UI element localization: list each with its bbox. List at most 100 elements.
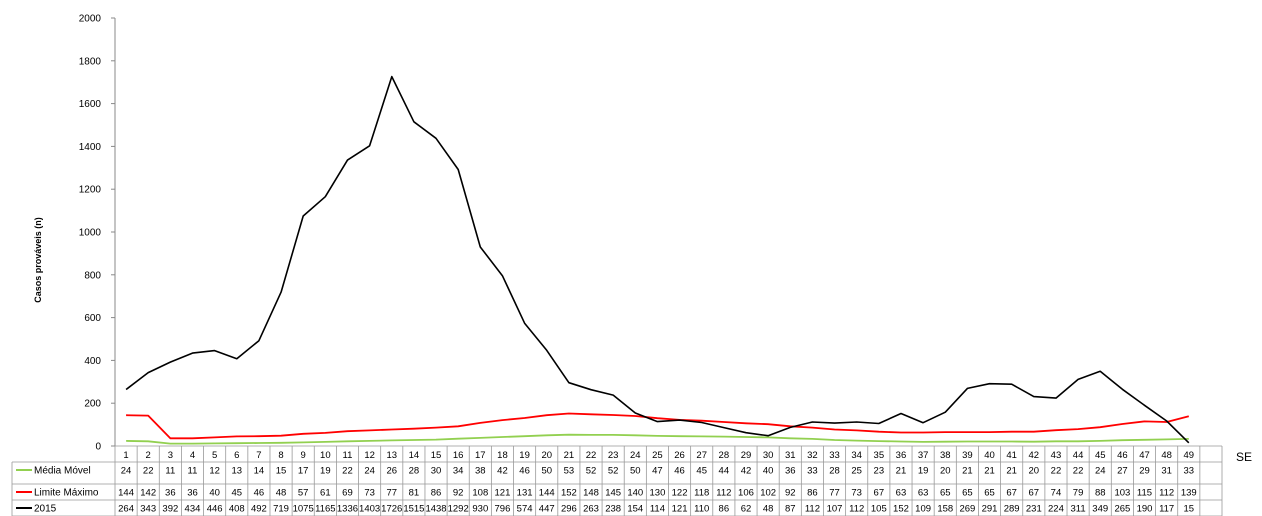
y-axis-label: Casos prováveis (n) (33, 217, 43, 303)
table-cell-1: 65 (962, 488, 973, 499)
table-cell-0: 21 (1006, 466, 1017, 477)
x-tick-label: 31 (785, 450, 796, 461)
table-cell-2: 796 (495, 504, 511, 515)
table-cell-1: 86 (807, 488, 818, 499)
data-table: 1 2 3 4 5 6 7 8 9 10 11 12 13 14 15 16 17 18 19 20 21 22 23 24 2… (11, 445, 1223, 516)
table-cell-0: 53 (564, 466, 575, 477)
table-cell-2: 349 (1092, 504, 1108, 515)
table-cell-2: 158 (937, 504, 953, 515)
x-tick-label: 38 (940, 450, 951, 461)
table-cell-0: 42 (497, 466, 508, 477)
y-tick-label: 200 (84, 399, 101, 410)
table-cell-2: 492 (251, 504, 267, 515)
x-tick-label: 49 (1184, 450, 1195, 461)
x-tick-label: 4 (190, 450, 195, 461)
y-tick-label: 1000 (79, 228, 102, 239)
x-tick-label: 33 (829, 450, 840, 461)
table-cell-1: 122 (672, 488, 688, 499)
table-cell-0: 21 (962, 466, 973, 477)
table-cell-1: 61 (320, 488, 331, 499)
table-cell-1: 36 (187, 488, 198, 499)
table-cell-2: 265 (1114, 504, 1130, 515)
table-cell-0: 22 (342, 466, 353, 477)
table-cell-1: 74 (1051, 488, 1062, 499)
x-tick-label: 21 (564, 450, 575, 461)
x-tick-label: 43 (1051, 450, 1062, 461)
table-cell-2: 15 (1184, 504, 1195, 515)
table-cell-2: 190 (1137, 504, 1153, 515)
x-tick-label: 30 (763, 450, 774, 461)
y-tick-label: 1400 (79, 142, 102, 153)
table-cell-0: 17 (298, 466, 309, 477)
table-cell-0: 20 (1029, 466, 1040, 477)
table-cell-0: 46 (674, 466, 685, 477)
y-tick-label: 1200 (79, 185, 102, 196)
table-cell-2: 1515 (403, 504, 424, 515)
table-cell-2: 238 (605, 504, 621, 515)
table-cell-1: 144 (118, 488, 134, 499)
table-cell-1: 112 (1159, 488, 1174, 499)
table-cell-1: 148 (583, 488, 599, 499)
table-cell-0: 19 (320, 466, 331, 477)
table-cell-0: 12 (209, 466, 220, 477)
legend-label-1: Limite Máximo (34, 488, 99, 499)
x-tick-label: 26 (674, 450, 685, 461)
table-cell-1: 40 (209, 488, 220, 499)
table-cell-2: 291 (982, 504, 998, 515)
table-cell-0: 52 (608, 466, 619, 477)
y-tick-label: 800 (84, 270, 101, 281)
table-cell-1: 103 (1114, 488, 1130, 499)
table-cell-0: 52 (586, 466, 597, 477)
table-cell-0: 24 (1095, 466, 1106, 477)
x-tick-label: 37 (918, 450, 929, 461)
table-cell-2: 1336 (337, 504, 358, 515)
x-tick-label: 36 (896, 450, 907, 461)
x-tick-label: 27 (696, 450, 707, 461)
x-tick-label: 39 (962, 450, 973, 461)
table-cell-2: 264 (118, 504, 134, 515)
table-cell-0: 27 (1117, 466, 1128, 477)
table-cell-1: 46 (254, 488, 265, 499)
series-lines (125, 75, 1190, 445)
table-cell-0: 25 (851, 466, 862, 477)
table-cell-1: 121 (495, 488, 511, 499)
x-tick-label: 47 (1139, 450, 1150, 461)
table-cell-2: 408 (229, 504, 245, 515)
x-tick-label: 28 (719, 450, 730, 461)
x-tick-label: 6 (234, 450, 239, 461)
table-cell-0: 47 (652, 466, 663, 477)
series-line-2 (125, 75, 1190, 444)
x-tick-label: 24 (630, 450, 641, 461)
table-cell-0: 22 (143, 466, 154, 477)
table-cell-2: 105 (871, 504, 887, 515)
table-cell-2: 1726 (381, 504, 402, 515)
y-tick-label: 1800 (79, 56, 102, 67)
table-cell-2: 434 (185, 504, 201, 515)
table-cell-1: 139 (1181, 488, 1197, 499)
table-cell-1: 118 (694, 488, 709, 499)
x-tick-label: 13 (386, 450, 397, 461)
table-cell-1: 77 (386, 488, 397, 499)
table-cell-0: 23 (874, 466, 885, 477)
y-tick-label: 400 (84, 356, 101, 367)
table-cell-0: 14 (254, 466, 265, 477)
x-tick-label: 17 (475, 450, 486, 461)
table-cell-2: 719 (273, 504, 289, 515)
table-cell-2: 1165 (315, 504, 335, 515)
table-cell-0: 33 (807, 466, 818, 477)
table-cell-2: 109 (915, 504, 931, 515)
table-cell-1: 106 (738, 488, 754, 499)
table-cell-2: 87 (785, 504, 796, 515)
table-cell-1: 65 (984, 488, 995, 499)
table-cell-1: 131 (517, 488, 533, 499)
table-cell-2: 446 (207, 504, 223, 515)
x-tick-label: 42 (1029, 450, 1040, 461)
x-tick-label: 11 (343, 450, 353, 461)
table-cell-0: 30 (431, 466, 442, 477)
table-cell-1: 130 (650, 488, 666, 499)
x-tick-label: 40 (984, 450, 995, 461)
table-cell-1: 77 (829, 488, 840, 499)
table-cell-1: 73 (851, 488, 862, 499)
series-line-0 (126, 433, 1189, 445)
